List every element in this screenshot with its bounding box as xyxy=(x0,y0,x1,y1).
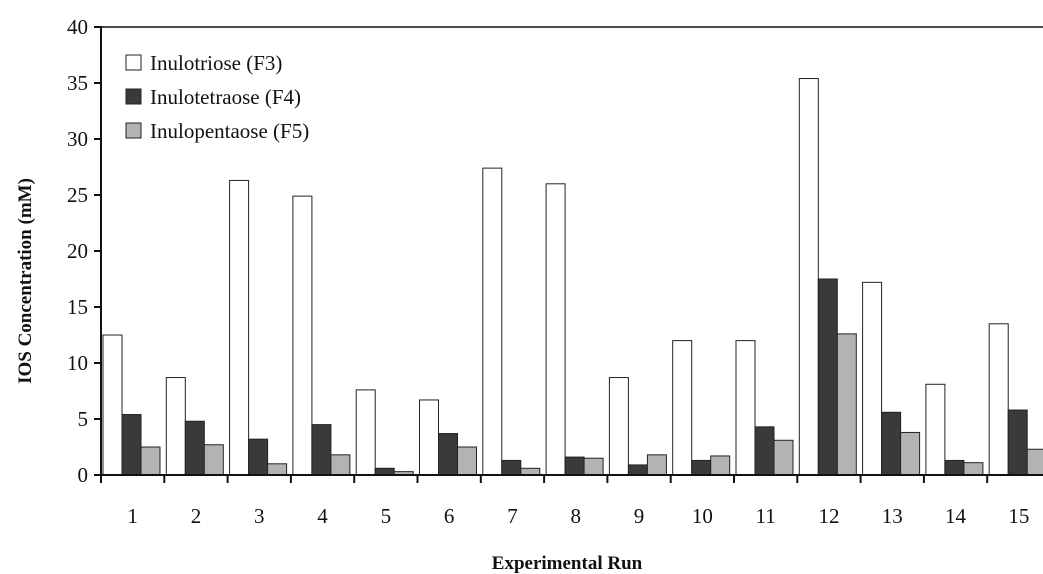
bar-run-6-series-2 xyxy=(438,433,458,476)
legend-label: Inulopentaose (F5) xyxy=(150,119,309,143)
x-tick-label: 2 xyxy=(191,504,202,528)
y-axis-title: IOS Concentration (mM) xyxy=(15,178,36,384)
y-tick-label: 15 xyxy=(67,295,88,319)
bar-run-10-series-3 xyxy=(710,455,731,476)
y-tick-label: 35 xyxy=(67,71,88,95)
bar-run-12-series-2 xyxy=(817,278,838,476)
bar-run-4-series-1 xyxy=(292,195,313,476)
y-tick-label: 25 xyxy=(67,183,88,207)
bar-run-11-series-3 xyxy=(773,439,794,476)
bar-run-5-series-1 xyxy=(355,389,376,476)
x-tick-label: 3 xyxy=(254,504,265,528)
y-tick-label: 30 xyxy=(67,127,88,151)
legend-swatch xyxy=(125,122,142,139)
bar-run-7-series-3 xyxy=(520,467,541,476)
x-tick-label: 15 xyxy=(1008,504,1029,528)
bar-run-1-series-2 xyxy=(121,414,142,476)
x-tick-label: 12 xyxy=(818,504,839,528)
bar-run-9-series-2 xyxy=(627,464,648,476)
legend-label: Inulotriose (F3) xyxy=(150,51,282,75)
bar-run-10-series-1 xyxy=(672,340,693,476)
bar-run-11-series-2 xyxy=(754,426,775,476)
x-tick-label: 1 xyxy=(127,504,138,528)
y-tick-label: 40 xyxy=(67,15,88,39)
x-tick-label: 8 xyxy=(571,504,582,528)
bar-run-8-series-1 xyxy=(545,183,566,476)
bar-run-14-series-1 xyxy=(925,383,946,476)
x-tick-label: 4 xyxy=(317,504,328,528)
bar-run-8-series-2 xyxy=(564,456,585,476)
x-tick-label: 14 xyxy=(945,504,967,528)
x-tick-label: 10 xyxy=(692,504,713,528)
bar-run-1-series-1 xyxy=(102,334,123,476)
bar-run-14-series-2 xyxy=(944,459,965,476)
bar-run-3-series-1 xyxy=(229,179,250,476)
bar-run-13-series-3 xyxy=(900,431,921,476)
y-tick-label: 20 xyxy=(67,239,88,263)
bar-run-3-series-3 xyxy=(267,463,288,476)
x-axis-title: Experimental Run xyxy=(492,553,643,574)
bar-run-15-series-2 xyxy=(1007,409,1028,476)
legend-label: Inulotetraose (F4) xyxy=(150,85,301,109)
bar-run-14-series-3 xyxy=(963,462,984,476)
bar-run-2-series-3 xyxy=(203,444,224,476)
y-tick-label: 0 xyxy=(78,463,89,487)
y-tick-label: 10 xyxy=(67,351,88,375)
bar-run-9-series-3 xyxy=(646,454,667,476)
bar-run-7-series-1 xyxy=(482,167,503,476)
bar-run-13-series-1 xyxy=(862,281,883,476)
x-tick-label: 7 xyxy=(507,504,518,528)
bar-run-4-series-3 xyxy=(330,454,351,476)
bar-run-11-series-1 xyxy=(735,340,756,476)
x-tick-label: 6 xyxy=(444,504,455,528)
bar-run-8-series-3 xyxy=(583,457,604,476)
bar-run-15-series-3 xyxy=(1026,448,1043,476)
x-tick-label: 11 xyxy=(756,504,776,528)
x-tick-label: 13 xyxy=(882,504,903,528)
bar-run-2-series-1 xyxy=(165,377,186,476)
x-tick-label: 5 xyxy=(381,504,392,528)
bar-run-6-series-3 xyxy=(457,446,477,476)
y-tick-label: 5 xyxy=(78,407,89,431)
bar-run-6-series-1 xyxy=(419,399,439,476)
bar-run-12-series-1 xyxy=(798,78,819,476)
bar-run-12-series-3 xyxy=(836,333,857,476)
bars-group xyxy=(102,78,1043,476)
x-tick-label: 9 xyxy=(634,504,645,528)
bar-run-1-series-3 xyxy=(140,446,161,476)
bar-run-7-series-2 xyxy=(501,459,522,476)
bar-run-5-series-2 xyxy=(374,467,395,476)
bar-run-13-series-2 xyxy=(881,411,902,476)
bar-run-9-series-1 xyxy=(608,377,629,476)
bar-run-2-series-2 xyxy=(184,420,205,476)
legend-swatch xyxy=(125,54,142,71)
bar-run-4-series-2 xyxy=(311,424,332,476)
legend-swatch xyxy=(125,88,142,105)
bar-run-10-series-2 xyxy=(691,459,712,476)
legend: Inulotriose (F3) Inulotetraose (F4) Inulop… xyxy=(125,51,309,143)
bar-run-15-series-1 xyxy=(988,323,1009,476)
bar-run-3-series-2 xyxy=(248,438,269,476)
